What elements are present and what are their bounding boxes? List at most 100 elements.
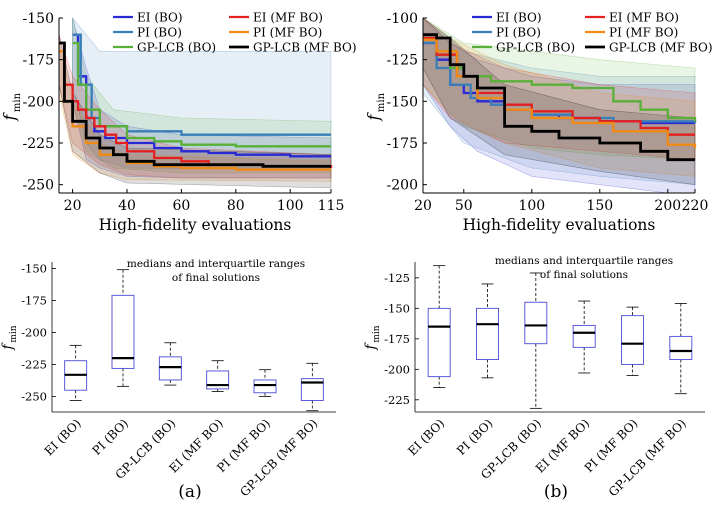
panel-b-line-chart: 20 50 100 150 200 220 -100 -125 -150 -175 -200 High…	[364, 11, 713, 235]
y-tick-label: -125	[387, 53, 418, 69]
x-tick-label: 20	[64, 198, 82, 214]
y-axis-label: f	[0, 111, 19, 121]
category-label-group: PI (BO)	[454, 416, 496, 458]
category-label: PI (BO)	[454, 416, 496, 458]
y-axis-label-subscript: min	[376, 92, 387, 112]
iqr-box	[206, 370, 230, 390]
panel-label-b: (b)	[544, 482, 568, 502]
y-tick-label: -175	[384, 332, 410, 346]
category-label: PI (BO)	[89, 416, 131, 458]
iqr-box	[621, 315, 644, 365]
legend-label-3: EI (MF BO)	[609, 11, 679, 25]
y-axis-label-subscript: min	[9, 325, 19, 342]
legend-label-0: EI (BO)	[496, 11, 542, 25]
y-tick-label: -200	[384, 362, 410, 376]
x-tick-label: 115	[318, 198, 345, 214]
series-line-2	[72, 41, 331, 148]
y-tick-label: -175	[21, 293, 47, 307]
x-tick-label: 40	[118, 198, 136, 214]
box-1	[476, 283, 499, 379]
legend-label-4: PI (MF BO)	[253, 26, 322, 40]
box-5	[300, 362, 324, 412]
x-axis-label: High-fidelity evaluations	[99, 216, 292, 234]
y-axis-label: f	[363, 342, 379, 351]
box-2	[158, 342, 182, 386]
box-1	[111, 269, 135, 387]
legend-label-3: EI (MF BO)	[253, 11, 323, 25]
y-tick-label: -225	[384, 393, 410, 407]
legend-label-2: GP-LCB (BO)	[496, 41, 575, 55]
box-2	[524, 272, 548, 409]
y-tick-label: -225	[23, 136, 54, 152]
x-tick-label: 200	[654, 198, 681, 214]
iqr-box	[253, 379, 277, 394]
legend-label-4: PI (MF BO)	[609, 26, 678, 40]
annotation-line-1: medians and interquartile ranges	[127, 258, 305, 270]
category-label: EI (BO)	[42, 416, 84, 458]
x-tick-label: 50	[455, 198, 473, 214]
panel-label-a: (a)	[178, 482, 201, 502]
series-line-5	[59, 41, 331, 168]
category-label-group: EI (BO)	[405, 416, 447, 458]
y-tick-label: -150	[21, 261, 47, 275]
x-tick-label: 20	[414, 198, 432, 214]
series-line-4	[423, 38, 697, 148]
y-tick-label: -250	[21, 390, 47, 404]
legend-label-0: EI (BO)	[137, 11, 183, 25]
y-tick-label: -175	[23, 53, 54, 69]
y-tick-label: -150	[384, 301, 410, 315]
legend-label-1: PI (BO)	[137, 26, 182, 40]
y-tick-label: -150	[387, 94, 418, 110]
category-label: EI (BO)	[405, 416, 447, 458]
box-3	[206, 360, 230, 392]
x-tick-label: 220	[682, 198, 709, 214]
legend-label-2: GP-LCB (BO)	[137, 41, 216, 55]
panel-a-line-chart: 20 40 60 80 100 115 -150 -175 -200 -225 -250 High-f…	[0, 11, 357, 235]
y-tick-label: -200	[21, 326, 47, 340]
iqr-box	[300, 378, 324, 401]
y-tick-label: -250	[23, 178, 54, 194]
category-label-group: PI (BO)	[89, 416, 131, 458]
x-tick-label: 100	[277, 198, 304, 214]
iqr-box	[572, 324, 596, 348]
iqr-band-4	[422, 17, 696, 177]
y-tick-label: -100	[387, 11, 418, 27]
annotation-line-2: of final solutions	[540, 269, 628, 281]
annotation-line-2: of final solutions	[172, 272, 260, 284]
y-axis-label-subscript: min	[12, 92, 23, 112]
iqr-box	[111, 294, 135, 369]
legend-label-1: PI (BO)	[496, 26, 541, 40]
x-tick-label: 100	[518, 198, 545, 214]
y-tick-label: -150	[23, 11, 54, 27]
y-tick-label: -200	[23, 94, 54, 110]
y-tick-label: -125	[384, 271, 410, 285]
y-axis-label: f	[0, 342, 16, 351]
series-line-5	[423, 33, 695, 162]
y-axis-label: f	[364, 111, 383, 121]
box-0	[64, 344, 88, 401]
category-label-group: EI (BO)	[42, 416, 84, 458]
x-axis-label: High-fidelity evaluations	[463, 216, 656, 234]
legend-label-5: GP-LCB (MF BO)	[253, 41, 357, 55]
iqr-box	[427, 307, 451, 378]
box-4	[621, 306, 644, 376]
iqr-box	[158, 356, 182, 381]
y-axis-label-subscript: min	[372, 325, 382, 342]
iqr-box	[524, 301, 548, 345]
box-0	[427, 265, 451, 389]
y-tick-label: -175	[387, 136, 418, 152]
y-tick-label: -225	[21, 358, 47, 372]
y-tick-label: -200	[387, 178, 418, 194]
legend-label-5: GP-LCB (MF BO)	[609, 41, 713, 55]
box-3	[572, 300, 596, 374]
x-tick-label: 60	[172, 198, 190, 214]
annotation-line-1: medians and interquartile ranges	[495, 255, 673, 267]
box-4	[253, 369, 277, 398]
